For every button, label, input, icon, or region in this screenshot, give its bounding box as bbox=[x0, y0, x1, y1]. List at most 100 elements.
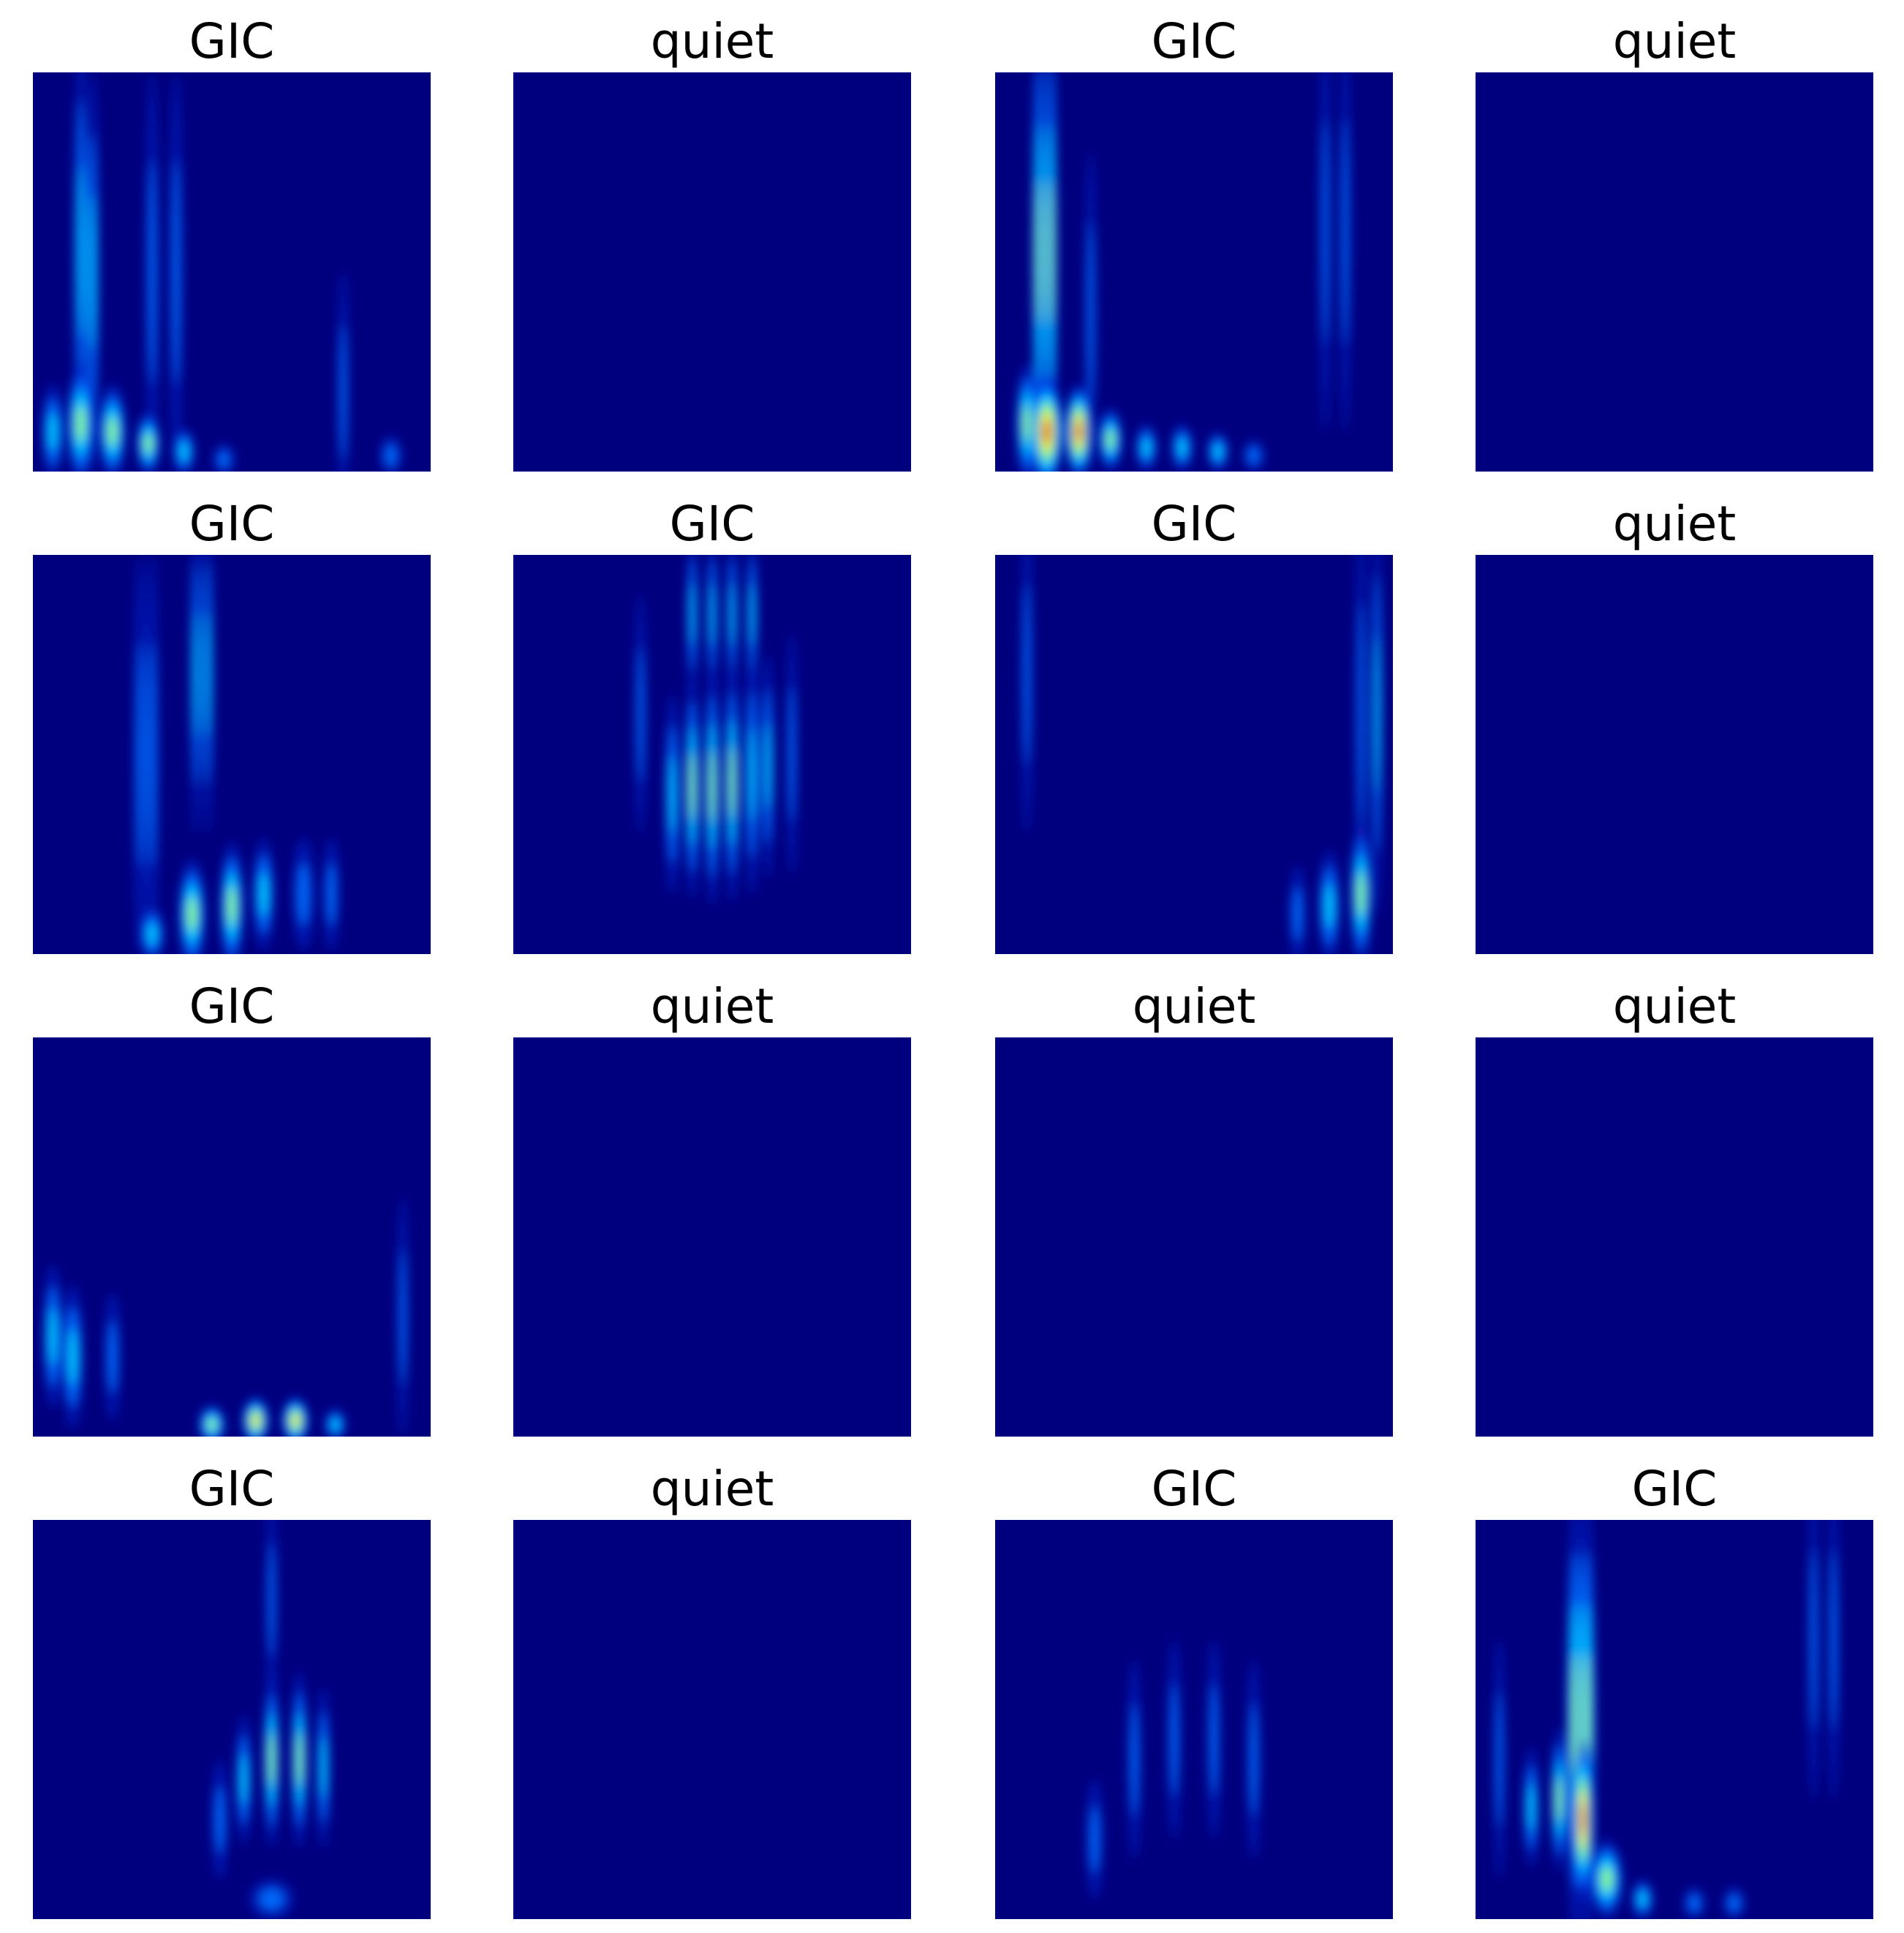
streak bbox=[1357, 872, 1365, 916]
scalogram-features bbox=[1086, 1639, 1261, 1899]
streak bbox=[1322, 119, 1329, 345]
panel-title: GIC bbox=[189, 13, 275, 69]
panel-title: GIC bbox=[1152, 13, 1237, 69]
scalogram bbox=[1476, 1037, 1873, 1437]
streak bbox=[1358, 602, 1364, 828]
scalogram bbox=[995, 1520, 1393, 1919]
panel-title: quiet bbox=[651, 1461, 774, 1517]
streak bbox=[1572, 1653, 1578, 1786]
streak bbox=[1727, 1894, 1741, 1913]
streak bbox=[1292, 887, 1302, 942]
streak bbox=[326, 862, 336, 926]
panel: GIC bbox=[33, 1461, 431, 1919]
streak bbox=[292, 1415, 299, 1427]
streak bbox=[76, 405, 86, 442]
streak bbox=[690, 583, 695, 646]
streak bbox=[1037, 179, 1041, 325]
streak bbox=[1247, 446, 1261, 465]
streak bbox=[730, 583, 735, 646]
scalogram bbox=[33, 1520, 431, 1919]
scalogram-features bbox=[42, 1197, 409, 1437]
streak bbox=[1527, 1783, 1535, 1831]
streak bbox=[259, 871, 268, 917]
streak bbox=[215, 1785, 225, 1853]
streak bbox=[1087, 222, 1094, 403]
streak bbox=[217, 450, 230, 469]
panel-title: GIC bbox=[189, 496, 275, 552]
streak bbox=[1210, 1683, 1218, 1796]
scalogram-features bbox=[133, 555, 340, 954]
streak bbox=[1130, 1703, 1138, 1816]
panel: GIC bbox=[33, 13, 431, 472]
streak bbox=[1250, 1703, 1258, 1816]
streak bbox=[227, 887, 236, 926]
scalogram bbox=[513, 72, 911, 472]
panel: quiet bbox=[1476, 13, 1873, 472]
streak bbox=[1688, 1894, 1701, 1913]
panel: quiet bbox=[1476, 978, 1873, 1437]
streak bbox=[48, 412, 58, 451]
streak bbox=[384, 444, 398, 467]
streak bbox=[1043, 420, 1051, 444]
panel-title: GIC bbox=[189, 1461, 275, 1517]
panel: GIC bbox=[995, 496, 1393, 954]
streak bbox=[399, 1249, 407, 1385]
panel: GIC bbox=[995, 13, 1393, 472]
scalogram bbox=[995, 1037, 1393, 1437]
streak bbox=[48, 1308, 57, 1366]
streak bbox=[268, 1543, 275, 1657]
streak bbox=[179, 442, 189, 461]
streak bbox=[340, 324, 347, 460]
streak bbox=[1106, 430, 1114, 450]
streak bbox=[147, 923, 157, 945]
streak bbox=[788, 686, 796, 822]
panel: quiet bbox=[513, 978, 911, 1437]
scalogram bbox=[513, 1520, 911, 1919]
streak bbox=[268, 1733, 274, 1786]
streak bbox=[148, 159, 156, 385]
scalogram-features bbox=[1021, 555, 1383, 954]
scalogram-features bbox=[1494, 1520, 1840, 1919]
panel: quiet bbox=[513, 13, 911, 472]
scalogram bbox=[33, 1037, 431, 1437]
streak bbox=[107, 1320, 118, 1393]
streak bbox=[194, 611, 199, 738]
streak bbox=[68, 1328, 78, 1385]
scalogram bbox=[513, 1037, 911, 1437]
streak bbox=[320, 1736, 327, 1799]
streak bbox=[709, 583, 715, 646]
scalogram bbox=[1476, 72, 1873, 472]
streak bbox=[1023, 405, 1031, 442]
streak bbox=[1496, 1692, 1503, 1828]
panel: quiet bbox=[995, 978, 1393, 1437]
streak bbox=[205, 611, 211, 738]
panel-title: GIC bbox=[1632, 1461, 1718, 1517]
streak bbox=[709, 750, 715, 823]
panel-title: GIC bbox=[1152, 496, 1237, 552]
panel-title: GIC bbox=[1152, 1461, 1237, 1517]
streak bbox=[136, 641, 145, 868]
scalogram bbox=[1476, 555, 1873, 954]
streak bbox=[144, 434, 152, 453]
streak bbox=[297, 1733, 302, 1786]
panel: quiet bbox=[1476, 496, 1873, 954]
streak bbox=[1375, 635, 1380, 793]
streak bbox=[1638, 1891, 1647, 1907]
panel-title: quiet bbox=[1613, 978, 1737, 1034]
panel: GIC bbox=[33, 496, 431, 954]
streak bbox=[240, 1754, 247, 1805]
streak bbox=[252, 1415, 260, 1427]
streak bbox=[1810, 1549, 1817, 1730]
streak bbox=[1089, 1805, 1100, 1874]
streak bbox=[1170, 1683, 1178, 1796]
panel-title: GIC bbox=[670, 496, 755, 552]
scalogram-features bbox=[635, 555, 798, 907]
streak bbox=[1601, 1866, 1612, 1891]
streak bbox=[108, 417, 117, 447]
streak bbox=[669, 754, 676, 834]
streak bbox=[1024, 584, 1030, 765]
scalogram-features bbox=[41, 72, 402, 472]
streak bbox=[1556, 1777, 1562, 1821]
